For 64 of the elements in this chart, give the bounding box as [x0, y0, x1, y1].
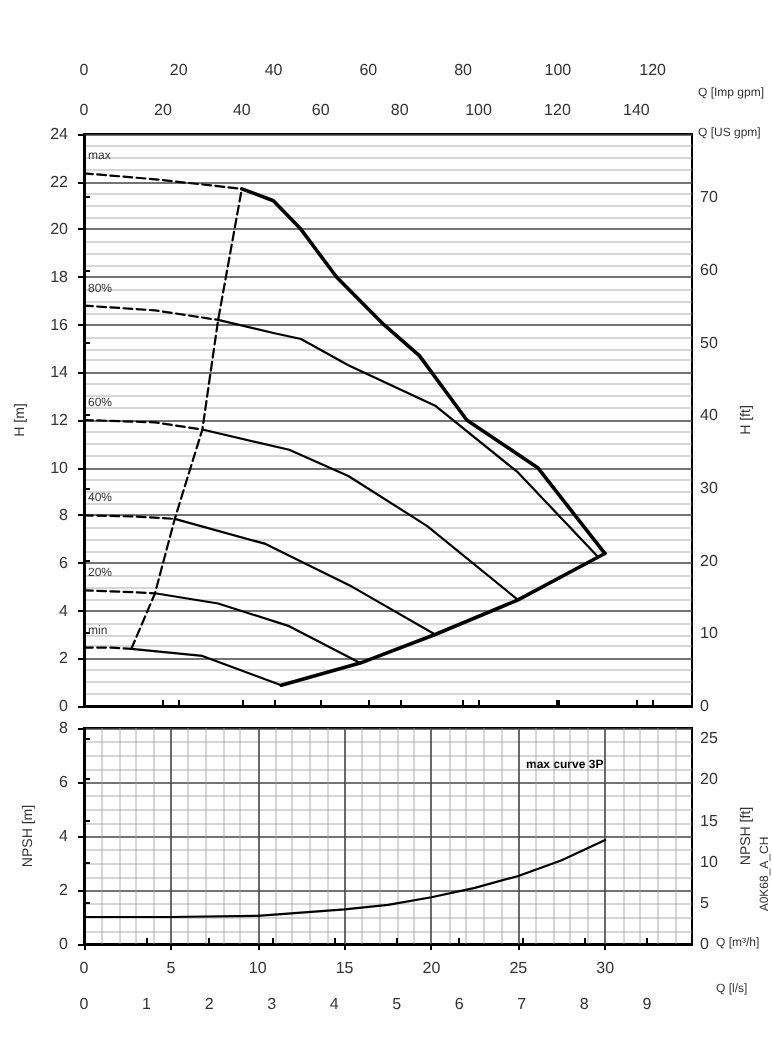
x2-tick-label: 8	[579, 995, 590, 1013]
x2-tick-label: 4	[329, 995, 340, 1013]
x-tick-label: 20	[422, 959, 442, 977]
y-tick-label: 2	[59, 649, 70, 668]
y2-tick-label: 30	[700, 479, 719, 498]
y-tick-label: 8	[59, 719, 70, 737]
x2-tick-label: 0	[79, 61, 90, 79]
x2-tick-label: 120	[639, 61, 668, 79]
y-tick-label: 24	[50, 125, 70, 143]
x-tick-label: 0	[79, 959, 90, 977]
x2-tick-label: 7	[517, 995, 528, 1013]
x2-tick-label: 5	[392, 995, 403, 1013]
y2-tick-label: 15	[700, 811, 719, 830]
x2-tick-label: 1	[142, 995, 153, 1013]
y-tick-label: 4	[59, 827, 70, 845]
x2-tick-label: 6	[454, 995, 465, 1013]
x-tick-label: 15	[335, 959, 355, 977]
x-tick-label: 140	[623, 101, 651, 119]
y2-tick-label: 60	[700, 261, 719, 280]
x-tick-label: 10	[248, 959, 268, 977]
y2-tick-label: 10	[700, 852, 719, 871]
x2-tick-label: 100	[544, 61, 573, 79]
y2-tick-label: 0	[700, 697, 710, 715]
x-tick-label: 100	[465, 101, 493, 119]
x2-tick-label: 2	[204, 995, 215, 1013]
y-tick-label: 6	[59, 554, 70, 572]
y-tick-label: 6	[59, 773, 70, 791]
y2-tick-label: 0	[700, 935, 710, 953]
y2-tick-label: 50	[700, 333, 719, 352]
y-tick-label: 12	[50, 411, 70, 429]
y2-tick-label: 5	[700, 893, 710, 912]
y2-tick-label: 70	[700, 188, 719, 207]
y-tick-label: 2	[59, 881, 70, 899]
y-tick-label: 22	[50, 172, 70, 191]
x-tick-label: 120	[544, 101, 572, 119]
x2-tick-label: 20	[169, 61, 189, 79]
x-tick-label: 5	[166, 959, 177, 977]
x-tick-label: 25	[509, 959, 529, 977]
x2-tick-label: 60	[359, 61, 379, 79]
y2-tick-label: 20	[700, 770, 719, 789]
x2-tick-label: 9	[642, 995, 653, 1013]
y-tick-label: 0	[59, 697, 70, 715]
y-tick-label: 4	[59, 601, 70, 620]
y-tick-label: 16	[50, 315, 70, 334]
y2-tick-label: 40	[700, 406, 719, 425]
y-tick-label: 18	[50, 268, 70, 286]
x-tick-label: 20	[154, 101, 173, 119]
x2-tick-label: 0	[79, 995, 90, 1013]
y-tick-label: 14	[50, 363, 70, 382]
x2-tick-label: 80	[454, 61, 474, 79]
x2-tick-label: 40	[264, 61, 284, 79]
y2-tick-label: 10	[700, 624, 719, 643]
y2-tick-label: 20	[700, 551, 719, 570]
x-tick-label: 40	[232, 101, 252, 119]
y-tick-label: 20	[50, 220, 70, 239]
y2-tick-label: 25	[700, 729, 719, 748]
y-tick-label: 0	[59, 935, 70, 953]
y-tick-label: 10	[50, 458, 70, 477]
x-tick-label: 60	[311, 101, 331, 119]
x-tick-label: 30	[596, 959, 616, 977]
x-tick-label: 80	[390, 101, 410, 119]
x2-tick-label: 3	[267, 995, 278, 1013]
y-tick-label: 8	[59, 506, 70, 525]
x-tick-label: 0	[79, 101, 90, 119]
